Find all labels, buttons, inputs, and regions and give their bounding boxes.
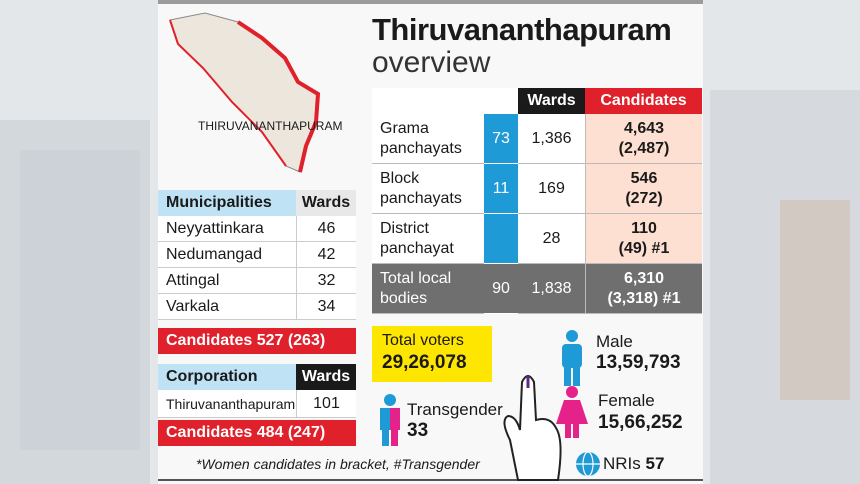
wards-cell: 1,838 (518, 264, 585, 314)
row-value: 46 (296, 216, 356, 242)
header-blank (372, 88, 518, 114)
row-value: 101 (296, 390, 356, 418)
candidates-cell: 546 (272) (585, 164, 702, 214)
nri-value: 57 (645, 454, 665, 473)
male-icon (562, 330, 582, 386)
women-candidates: (2,487) (618, 139, 670, 157)
map-edge (236, 20, 321, 173)
map-coast (169, 19, 287, 167)
candidates-value: 4,643 (623, 119, 665, 137)
female-icon (556, 386, 588, 438)
subtitle: overview (372, 46, 491, 79)
women-candidates: (272) (625, 189, 663, 207)
count-cell (484, 214, 518, 264)
wards-cell: 1,386 (518, 114, 585, 164)
bottom-rule (158, 479, 703, 481)
candidates-cell: 4,643 (2,487) (585, 114, 702, 164)
row-label: Block panchayats (372, 164, 484, 214)
top-bar (158, 0, 703, 4)
header-cell: Corporation (158, 364, 296, 390)
header-cell: Municipalities (158, 190, 296, 216)
header-cell: Wards (296, 364, 356, 390)
female-label: Female (598, 391, 655, 410)
row-label: Total local bodies (372, 264, 484, 314)
transgender-value: 33 (407, 420, 429, 441)
transgender-label: Transgender (407, 400, 503, 419)
row-label: Varkala (158, 294, 296, 320)
candidates-bar: Candidates 527 (263) (158, 328, 356, 354)
row-label: Grama panchayats (372, 114, 484, 164)
candidates-cell: 110 (49) #1 (585, 214, 702, 264)
candidates-value: 546 (630, 169, 658, 187)
candidates-value: 6,310 (623, 269, 665, 287)
count-cell: 73 (484, 114, 518, 164)
row-label: Nedumangad (158, 242, 296, 268)
local-bodies-table: Wards Candidates Grama panchayats 73 1,386… (372, 88, 702, 314)
wards-cell: 28 (518, 214, 585, 264)
count-cell: 90 (484, 264, 518, 314)
row-value: 32 (296, 268, 356, 294)
header-cell: Wards (518, 88, 585, 114)
wards-cell: 169 (518, 164, 585, 214)
women-candidates: (49) #1 (618, 239, 670, 257)
nri-box: NRIs 57 (603, 454, 664, 474)
globe-icon (576, 451, 600, 477)
candidates-value: 110 (631, 219, 657, 237)
row-label: District panchayat (372, 214, 484, 264)
map-label: THIRUVANANTHAPURAM (198, 119, 343, 133)
row-label: Attingal (158, 268, 296, 294)
male-label: Male (596, 332, 633, 351)
total-voters-label: Total voters (382, 332, 464, 349)
nri-label: NRIs (603, 454, 641, 473)
voting-hand (503, 375, 562, 481)
row-value: 42 (296, 242, 356, 268)
women-candidates: (3,318) #1 (607, 289, 681, 307)
header-cell: Candidates (585, 88, 702, 114)
header-cell: Wards (296, 190, 356, 216)
female-value: 15,66,252 (598, 412, 683, 433)
candidates-bar: Candidates 484 (247) (158, 420, 356, 446)
building (780, 200, 850, 400)
building (20, 150, 140, 450)
icons (380, 330, 600, 481)
footnote: *Women candidates in bracket, #Transgend… (196, 456, 480, 472)
row-value: 34 (296, 294, 356, 320)
candidates-cell: 6,310 (3,318) #1 (585, 264, 702, 314)
total-voters-box: Total voters 29,26,078 (372, 326, 492, 382)
title: Thiruvananthapuram (372, 12, 672, 47)
row-label: Neyyattinkara (158, 216, 296, 242)
count-cell: 11 (484, 164, 518, 214)
total-voters-value: 29,26,078 (382, 352, 467, 373)
male-value: 13,59,793 (596, 352, 681, 373)
transgender-icon (380, 394, 400, 446)
row-label: Thiruvananthapuram (158, 390, 296, 418)
